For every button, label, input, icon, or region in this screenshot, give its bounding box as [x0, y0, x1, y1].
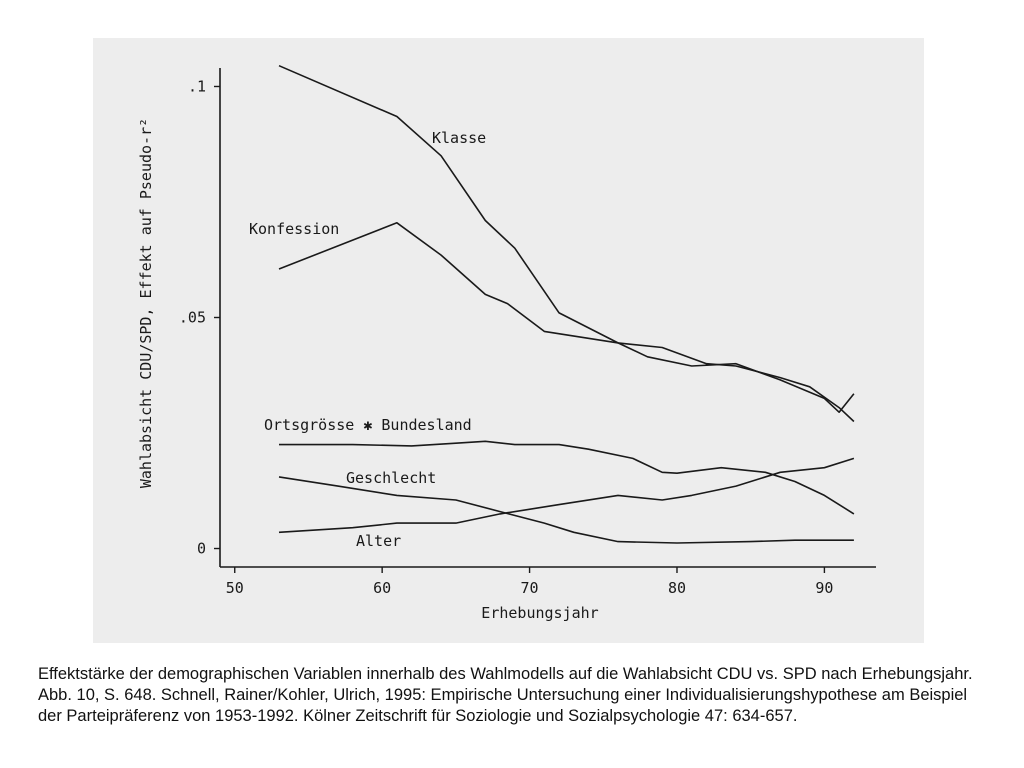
series-line-1	[278, 64, 855, 423]
series-line-5	[278, 457, 855, 534]
x-tick-label: 60	[373, 579, 391, 597]
line-chart: 50 60 70 80 90 0 .05 .1 Erhebungsjahr Wahlabsic…	[137, 64, 876, 622]
figure-panel: 50 60 70 80 90 0 .05 .1 Erhebungsjahr Wahlabsic…	[93, 38, 924, 643]
series-line-4	[278, 476, 854, 544]
series-line-3	[279, 440, 855, 515]
series-lines	[278, 64, 855, 544]
x-axis-title: Erhebungsjahr	[481, 604, 598, 622]
y-tick-label: 0	[197, 540, 206, 558]
x-tick-label: 90	[815, 579, 833, 597]
series-label-konfession: Konfession	[249, 220, 339, 238]
series-label-geschlecht: Geschlecht	[346, 469, 436, 487]
y-tick-label: .1	[188, 77, 206, 95]
x-tick-label: 80	[668, 579, 686, 597]
x-tick-label: 70	[521, 579, 539, 597]
y-tick-label: .05	[179, 309, 206, 327]
axis-ticks: 50 60 70 80 90 0 .05 .1	[179, 77, 834, 597]
series-label-ortsgroesse-bundesland: Ortsgrösse ✱ Bundesland	[264, 416, 472, 434]
series-label-klasse: Klasse	[432, 129, 486, 147]
x-tick-label: 50	[226, 579, 244, 597]
series-label-alter: Alter	[356, 532, 401, 550]
figure-caption: Effektstärke der demographischen Variabl…	[38, 665, 973, 725]
series-line-2	[278, 222, 855, 414]
y-axis-title: Wahlabsicht CDU/SPD, Effekt auf Pseudo-r…	[137, 118, 155, 488]
